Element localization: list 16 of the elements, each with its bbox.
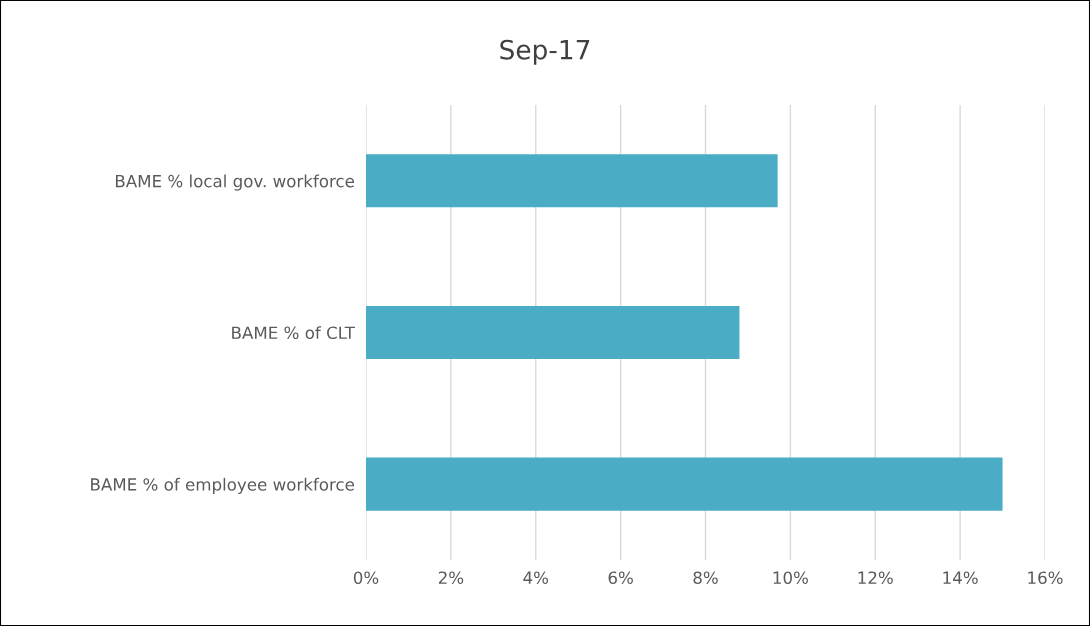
x-tick-label: 6% (608, 571, 633, 585)
x-tick-label: 2% (438, 571, 464, 585)
x-tick-label: 16% (1028, 571, 1063, 585)
x-tick-label: 4% (523, 571, 549, 585)
x-tick-label: 12% (858, 571, 893, 585)
chart-title: Sep-17 (500, 39, 590, 65)
x-tick-label: 14% (943, 571, 978, 585)
y-tick-label: BAME % of CLT (232, 326, 355, 340)
x-tick-label: 8% (693, 571, 718, 585)
y-tick-label: BAME % local gov. workforce (115, 174, 354, 191)
bar (366, 457, 1003, 511)
bar (366, 154, 778, 208)
x-tick-label: 0% (353, 571, 379, 585)
bar (366, 305, 740, 360)
y-tick-label: BAME % of employee workforce (91, 477, 354, 494)
x-tick-label: 10% (773, 571, 808, 585)
